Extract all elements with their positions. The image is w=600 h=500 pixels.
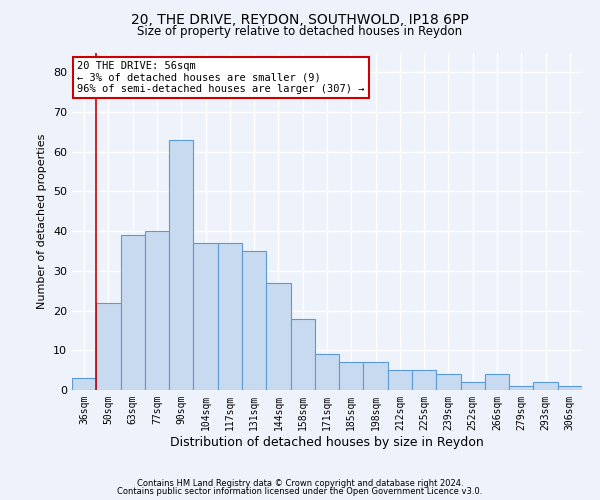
Text: Contains HM Land Registry data © Crown copyright and database right 2024.: Contains HM Land Registry data © Crown c… (137, 478, 463, 488)
Bar (315, 354, 339, 390)
Bar (72, 378, 96, 390)
Bar (121, 235, 145, 390)
Bar (169, 140, 193, 390)
Bar (558, 386, 582, 390)
Bar (509, 386, 533, 390)
Bar (218, 243, 242, 390)
Bar (364, 362, 388, 390)
Text: 20 THE DRIVE: 56sqm
← 3% of detached houses are smaller (9)
96% of semi-detached: 20 THE DRIVE: 56sqm ← 3% of detached hou… (77, 61, 365, 94)
Bar (242, 251, 266, 390)
Y-axis label: Number of detached properties: Number of detached properties (37, 134, 47, 309)
Bar (145, 231, 169, 390)
Bar (96, 302, 121, 390)
Text: Size of property relative to detached houses in Reydon: Size of property relative to detached ho… (137, 25, 463, 38)
X-axis label: Distribution of detached houses by size in Reydon: Distribution of detached houses by size … (170, 436, 484, 448)
Bar (533, 382, 558, 390)
Text: Contains public sector information licensed under the Open Government Licence v3: Contains public sector information licen… (118, 487, 482, 496)
Bar (388, 370, 412, 390)
Bar (339, 362, 364, 390)
Text: 20, THE DRIVE, REYDON, SOUTHWOLD, IP18 6PP: 20, THE DRIVE, REYDON, SOUTHWOLD, IP18 6… (131, 12, 469, 26)
Bar (485, 374, 509, 390)
Bar (436, 374, 461, 390)
Bar (412, 370, 436, 390)
Bar (461, 382, 485, 390)
Bar (266, 283, 290, 390)
Bar (290, 318, 315, 390)
Bar (193, 243, 218, 390)
